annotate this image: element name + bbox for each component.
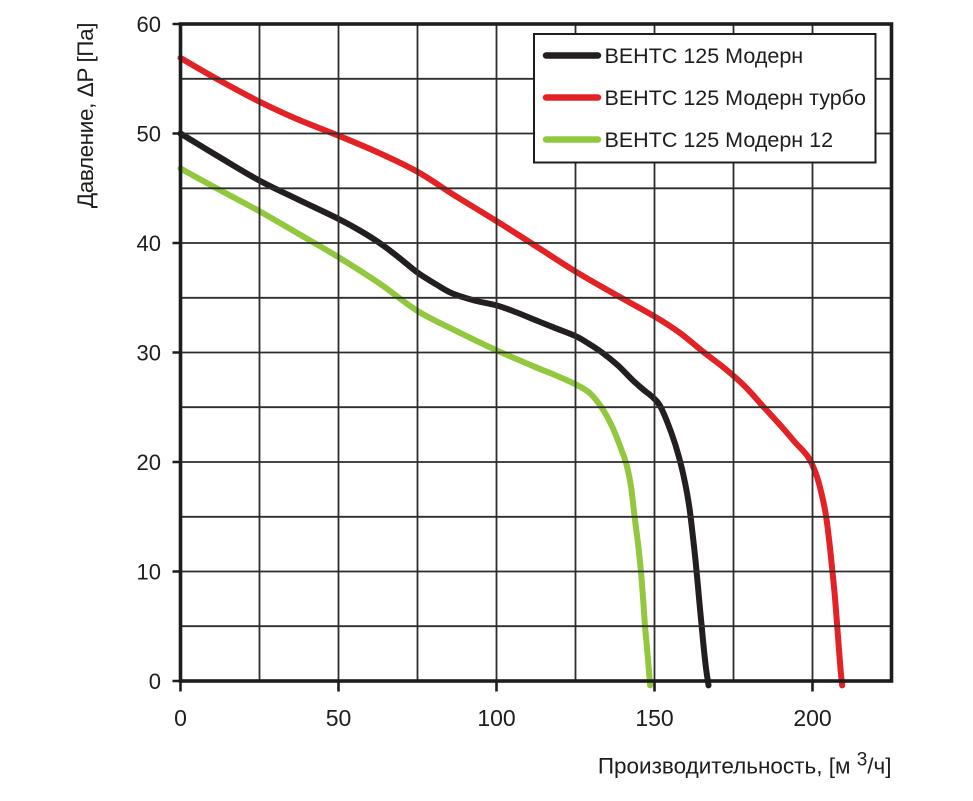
svg-text:100: 100 — [477, 705, 515, 731]
svg-text:ВЕНТС 125 Модерн: ВЕНТС 125 Модерн — [605, 44, 804, 68]
svg-text:50: 50 — [137, 121, 161, 146]
svg-text:30: 30 — [137, 340, 161, 365]
svg-text:200: 200 — [793, 705, 831, 731]
svg-text:0: 0 — [149, 669, 161, 694]
svg-text:Давление, ΔP [Па]: Давление, ΔP [Па] — [73, 23, 98, 208]
svg-text:0: 0 — [174, 705, 187, 731]
svg-text:ВЕНТС 125 Модерн 12: ВЕНТС 125 Модерн 12 — [605, 128, 834, 152]
svg-text:ВЕНТС 125 Модерн турбо: ВЕНТС 125 Модерн турбо — [605, 86, 866, 110]
svg-text:60: 60 — [137, 12, 161, 37]
svg-text:20: 20 — [137, 450, 161, 475]
svg-text:50: 50 — [326, 705, 352, 731]
svg-text:10: 10 — [137, 559, 161, 584]
svg-text:Производительность, [м 3/ч]: Производительность, [м 3/ч] — [598, 750, 892, 779]
svg-text:150: 150 — [635, 705, 673, 731]
svg-text:40: 40 — [137, 231, 161, 256]
